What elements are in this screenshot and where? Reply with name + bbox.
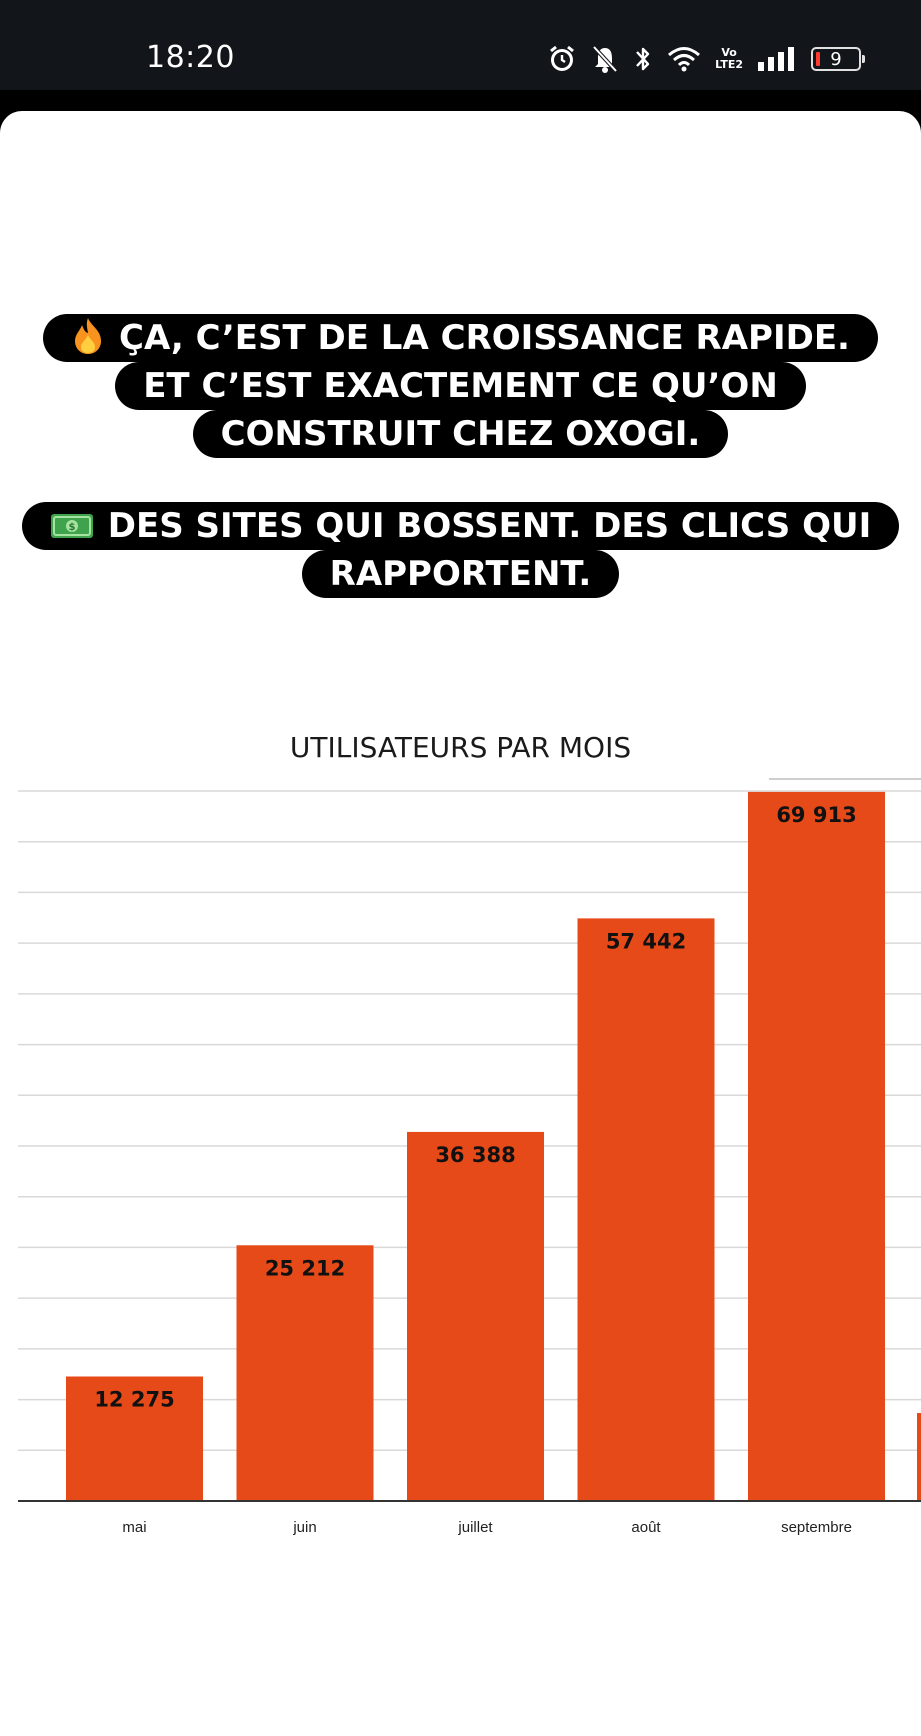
caption-line: RAPPORTENT. [301,550,620,598]
caption-line: ÇA, C’EST DE LA CROISSANCE RAPIDE. [43,314,878,362]
partial-next-bar [917,1413,921,1501]
battery-icon: 9 [811,47,865,71]
volte-icon: Vo LTE2 [715,46,743,71]
chart-title: UTILISATEURS PAR MOIS [289,731,632,764]
bar-août [577,918,715,1501]
chart-value-labels: 12 275 25 212 36 388 57 442 69 913 [94,803,856,1412]
caption-block-2: $ DES SITES QUI BOSSENT. DES CLICS QUI RA… [0,502,921,598]
dollar-banknote-icon: $ [50,514,93,538]
mute-icon [591,44,619,74]
caption-line: CONSTRUIT CHEZ OXOGI. [192,410,729,458]
caption-line: ET C’EST EXACTEMENT CE QU’ON [115,362,806,410]
status-time: 18:20 [146,40,235,75]
chart-bars [66,791,885,1501]
wifi-icon [667,45,701,73]
bar-septembre [748,791,885,1501]
bar-value-label: 57 442 [606,929,686,953]
alarm-icon [547,44,577,74]
bar-value-label: 25 212 [265,1256,345,1280]
bar-mai [66,1376,203,1501]
bar-juin [236,1245,374,1501]
x-tick-label: août [631,1519,661,1536]
caption-line: $ DES SITES QUI BOSSENT. DES CLICS QUI [21,502,900,550]
status-icons: Vo LTE2 9 [547,42,865,76]
x-tick-label: juin [292,1519,316,1536]
bar-value-label: 69 913 [776,803,856,827]
x-tick-label: juillet [457,1519,493,1536]
bar-value-label: 12 275 [94,1387,174,1411]
fire-icon [75,318,102,354]
bar-juillet [407,1131,544,1501]
status-bar: 18:20 Vo LTE2 9 [0,0,921,90]
x-tick-label: septembre [781,1519,852,1536]
bluetooth-icon [633,44,653,74]
x-tick-label: mai [122,1519,146,1536]
chart-x-labels: mai juin juillet août septembre [122,1519,852,1536]
caption-block-1: ÇA, C’EST DE LA CROISSANCE RAPIDE. ET C’… [0,314,921,458]
bar-value-label: 36 388 [435,1143,515,1167]
signal-icon [757,46,797,72]
svg-text:$: $ [68,522,75,533]
